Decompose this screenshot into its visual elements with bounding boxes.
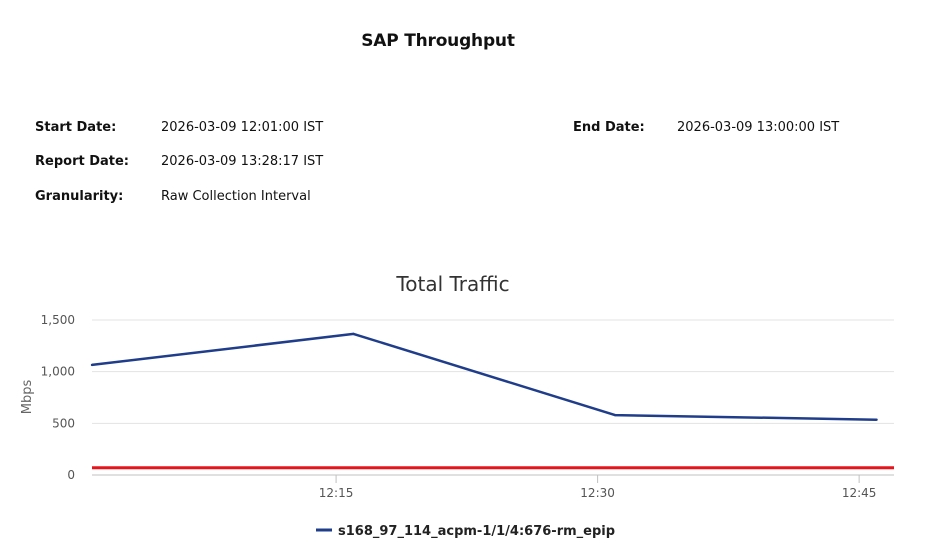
data-point [90,363,94,367]
data-point [613,413,617,417]
start-date-value: 2026-03-09 12:01:00 IST [161,120,324,135]
data-point [352,332,355,336]
start-date-label: Start Date: [35,120,117,135]
report-title: SAP Throughput [361,31,515,51]
y-axis-label: Mbps [20,380,35,415]
x-tick-label: 12:30 [580,486,615,500]
chart-title: Total Traffic [395,272,509,296]
y-tick-label: 500 [52,416,75,430]
y-tick-label: 1,500 [41,313,75,327]
series-line [91,332,877,421]
granularity-label: Granularity: [35,189,124,204]
y-tick-label: 0 [67,468,75,482]
granularity-value: Raw Collection Interval [161,189,311,204]
end-date-value: 2026-03-09 13:00:00 IST [677,120,840,135]
legend-label: s168_97_114_acpm-1/1/4:676-rm_epip [338,524,615,539]
report-date-label: Report Date: [35,154,130,169]
x-tick-label: 12:15 [319,486,354,500]
x-tick-label: 12:45 [842,486,877,500]
y-tick-label: 1,000 [41,365,75,379]
report-date-value: 2026-03-09 13:28:17 IST [161,154,324,169]
data-point [875,418,878,421]
end-date-label: End Date: [573,120,645,135]
